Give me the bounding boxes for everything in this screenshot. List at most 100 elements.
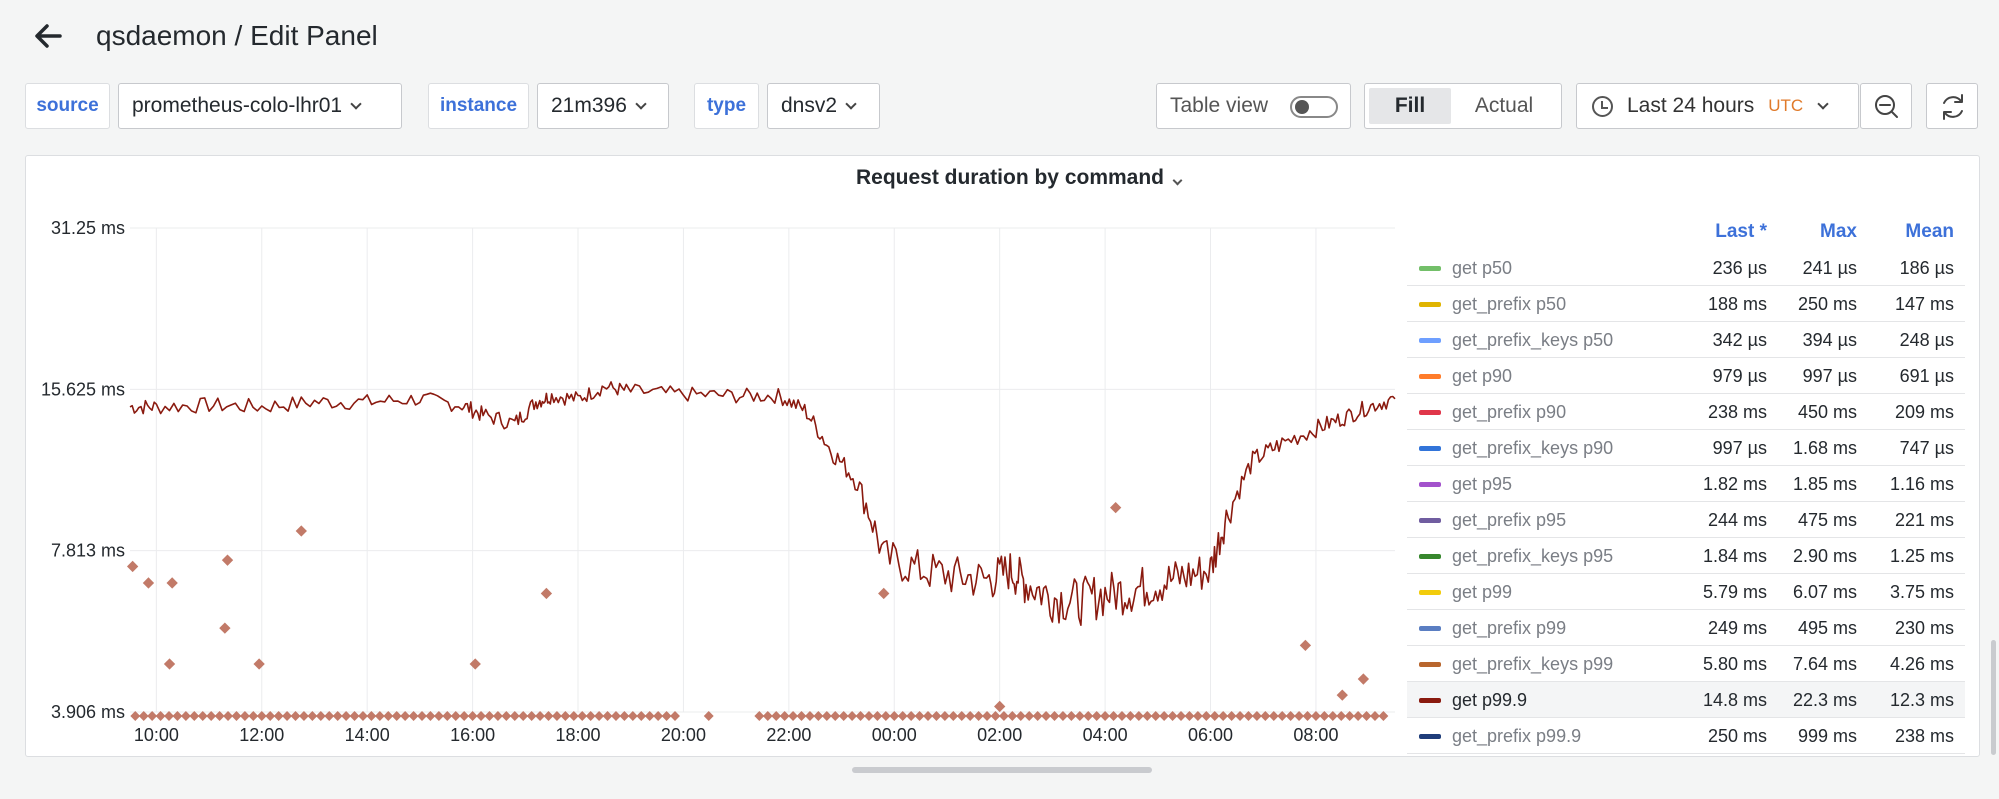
legend-row[interactable]: get p99 5.79 ms 6.07 ms 3.75 ms bbox=[1407, 574, 1965, 610]
scatter-point bbox=[1201, 711, 1212, 721]
scatter-point bbox=[295, 525, 307, 537]
y-tick-label: 7.813 ms bbox=[51, 541, 125, 561]
scatter-point bbox=[1024, 711, 1035, 721]
x-tick-label: 02:00 bbox=[977, 725, 1022, 745]
scatter-point bbox=[965, 711, 976, 721]
scatter-point bbox=[273, 711, 284, 721]
legend-mean-value: 1.25 ms bbox=[1889, 546, 1954, 566]
scatter-point bbox=[253, 658, 265, 670]
refresh-button[interactable] bbox=[1926, 83, 1978, 129]
scatter-point bbox=[585, 711, 596, 721]
scatter-point bbox=[1327, 711, 1338, 721]
legend-mean-value: 4.26 ms bbox=[1889, 654, 1954, 674]
scatter-point bbox=[265, 711, 276, 721]
series-color-swatch bbox=[1419, 662, 1441, 667]
actual-option[interactable]: Actual bbox=[1474, 94, 1534, 117]
scatter-point bbox=[914, 711, 925, 721]
series-color-swatch bbox=[1419, 374, 1441, 379]
scatter-point bbox=[142, 577, 155, 589]
fill-actual-switch: Fill Actual bbox=[1364, 83, 1562, 129]
series-color-swatch bbox=[1419, 518, 1441, 523]
legend-last-value: 249 ms bbox=[1707, 618, 1767, 638]
legend-header-max[interactable]: Max bbox=[1820, 221, 1857, 242]
type-select-value: dnsv2 bbox=[781, 94, 838, 117]
scatter-point bbox=[1074, 711, 1085, 721]
scatter-point bbox=[594, 711, 605, 721]
scatter-point bbox=[855, 711, 866, 721]
variable-label-type: type bbox=[694, 83, 759, 129]
scatter-point bbox=[155, 711, 166, 721]
series-color-swatch bbox=[1419, 554, 1441, 559]
legend-header-mean[interactable]: Mean bbox=[1905, 221, 1954, 242]
legend-row[interactable]: get_prefix p90 238 ms 450 ms 209 ms bbox=[1407, 394, 1965, 430]
legend-mean-value: 747 µs bbox=[1899, 438, 1954, 458]
scatter-point bbox=[982, 711, 992, 721]
scatter-point bbox=[374, 711, 385, 721]
scatter-point bbox=[425, 711, 436, 721]
legend-mean-value: 147 ms bbox=[1894, 294, 1954, 314]
legend-last-value: 188 ms bbox=[1707, 294, 1767, 314]
panel-header[interactable]: Request duration by command bbox=[26, 166, 1999, 190]
table-view-toggle[interactable] bbox=[1290, 96, 1338, 118]
scatter-point bbox=[1344, 711, 1355, 721]
scatter-point bbox=[442, 711, 453, 721]
legend-max-value: 2.90 ms bbox=[1792, 546, 1857, 566]
series-color-swatch bbox=[1419, 446, 1441, 451]
legend-last-value: 979 µs bbox=[1712, 366, 1767, 386]
legend-row[interactable]: get_prefix_keys p90 997 µs 1.68 ms 747 µs bbox=[1407, 430, 1965, 466]
scatter-point bbox=[341, 711, 352, 721]
source-select-value: prometheus-colo-lhr01 bbox=[132, 94, 343, 117]
scatter-point bbox=[459, 711, 470, 721]
legend-row[interactable]: get_prefix p99.9 250 ms 999 ms 238 ms bbox=[1407, 718, 1965, 754]
legend-series-name: get_prefix p99 bbox=[1452, 618, 1567, 638]
legend-mean-value: 1.16 ms bbox=[1889, 474, 1954, 494]
scatter-point bbox=[298, 711, 309, 721]
scatter-point bbox=[166, 577, 178, 589]
horizontal-scrollbar[interactable] bbox=[852, 767, 1152, 773]
scatter-point bbox=[1226, 711, 1237, 721]
series-line-get-p99-9 bbox=[129, 381, 1396, 627]
scatter-point bbox=[653, 711, 664, 721]
instance-select[interactable]: 21m396 bbox=[537, 83, 669, 129]
scatter-point bbox=[239, 711, 250, 721]
legend-last-value: 5.80 ms bbox=[1702, 654, 1767, 674]
scatter-point bbox=[821, 711, 832, 721]
legend-row[interactable]: get_prefix p99 249 ms 495 ms 230 ms bbox=[1407, 610, 1965, 646]
fill-option[interactable]: Fill bbox=[1369, 88, 1451, 124]
legend-last-value: 1.82 ms bbox=[1702, 474, 1767, 494]
x-tick-label: 20:00 bbox=[661, 725, 706, 745]
legend-row[interactable]: get_prefix_keys p99 5.80 ms 7.64 ms 4.26 ms bbox=[1407, 646, 1965, 682]
source-select[interactable]: prometheus-colo-lhr01 bbox=[118, 83, 402, 129]
legend-row[interactable]: get p90 979 µs 997 µs 691 µs bbox=[1407, 358, 1965, 394]
scatter-point bbox=[956, 711, 967, 721]
legend-mean-value: 248 µs bbox=[1899, 330, 1954, 350]
back-arrow-icon[interactable] bbox=[30, 18, 66, 54]
series-color-swatch bbox=[1419, 410, 1441, 415]
type-select[interactable]: dnsv2 bbox=[767, 83, 880, 129]
scatter-point bbox=[540, 587, 553, 600]
series-color-swatch bbox=[1419, 590, 1441, 595]
legend-last-value: 1.84 ms bbox=[1702, 546, 1767, 566]
scatter-point bbox=[838, 711, 849, 721]
legend-max-value: 997 µs bbox=[1802, 366, 1857, 386]
legend-row[interactable]: get_prefix p50 188 ms 250 ms 147 ms bbox=[1407, 286, 1965, 322]
scatter-point bbox=[509, 711, 520, 721]
legend-row[interactable]: get p99.9 14.8 ms 22.3 ms 12.3 ms bbox=[1407, 682, 1965, 718]
legend-row[interactable]: get p95 1.82 ms 1.85 ms 1.16 ms bbox=[1407, 466, 1965, 502]
legend-mean-value: 186 µs bbox=[1899, 258, 1954, 278]
legend-header-last[interactable]: Last * bbox=[1715, 221, 1767, 242]
legend-row[interactable]: get p50 236 µs 241 µs 186 µs bbox=[1407, 250, 1965, 286]
scatter-point bbox=[1083, 711, 1094, 721]
series-color-swatch bbox=[1419, 338, 1441, 343]
zoom-out-button[interactable] bbox=[1860, 83, 1912, 129]
legend-last-value: 236 µs bbox=[1712, 258, 1767, 278]
legend-row[interactable]: get_prefix_keys p50 342 µs 394 µs 248 µs bbox=[1407, 322, 1965, 358]
scatter-point bbox=[1167, 711, 1178, 721]
legend-row[interactable]: get_prefix_keys p95 1.84 ms 2.90 ms 1.25 ms bbox=[1407, 538, 1965, 574]
scatter-point bbox=[788, 711, 799, 721]
legend-row[interactable]: get_prefix p95 244 ms 475 ms 221 ms bbox=[1407, 502, 1965, 538]
scatter-point bbox=[644, 711, 655, 721]
time-range-picker[interactable]: Last 24 hours UTC bbox=[1576, 83, 1859, 129]
vertical-scrollbar[interactable] bbox=[1991, 640, 1996, 755]
scatter-point bbox=[324, 711, 335, 721]
